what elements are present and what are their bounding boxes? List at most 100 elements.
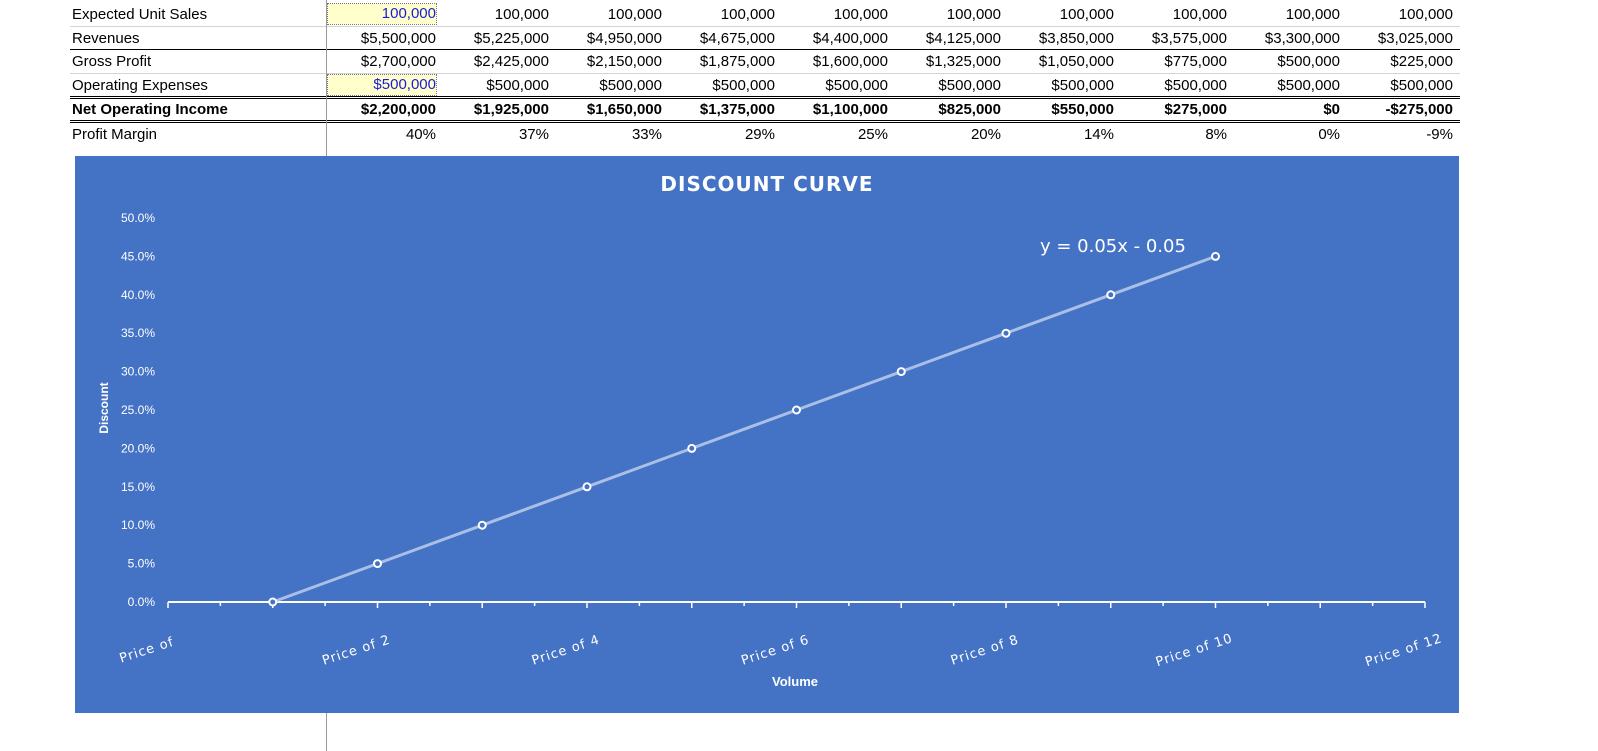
table-cell[interactable]: $275,000: [1164, 101, 1227, 118]
trendline-equation: y = 0.05x - 0.05: [1040, 236, 1186, 257]
table-cell[interactable]: -$275,000: [1385, 101, 1453, 118]
table-cell[interactable]: 100,000: [833, 6, 888, 23]
table-cell[interactable]: $4,125,000: [925, 30, 1001, 47]
y-tick-label: 5.0%: [128, 557, 156, 571]
table-cell[interactable]: $2,150,000: [586, 53, 662, 70]
table-cell[interactable]: $3,850,000: [1038, 30, 1114, 47]
table-cell[interactable]: $3,575,000: [1151, 30, 1227, 47]
table-cell[interactable]: $500,000: [1277, 77, 1340, 94]
x-tick-label: Price of: [118, 635, 176, 667]
table-cell[interactable]: $5,500,000: [360, 30, 436, 47]
data-point: [687, 443, 697, 453]
row-label[interactable]: Revenues: [72, 30, 140, 47]
data-point: [1211, 251, 1220, 261]
table-cell[interactable]: $1,600,000: [812, 53, 888, 70]
table-row: Expected Unit Sales 100,000 100,000 100,000…: [70, 3, 1460, 26]
table-cell[interactable]: $500,000: [1390, 77, 1453, 94]
table-cell[interactable]: $550,000: [1051, 101, 1114, 118]
table-cell[interactable]: $500,000: [712, 77, 775, 94]
x-tick-label: Price of 2: [320, 633, 392, 669]
data-point: [477, 520, 487, 530]
y-tick-label: 40.0%: [121, 288, 155, 302]
table-cell[interactable]: $500,000: [1051, 77, 1114, 94]
table-cell[interactable]: $1,100,000: [812, 101, 888, 118]
table-row: Profit Margin 40% 37% 33% 29% 25% 20% 14% 8% 0% -9…: [70, 123, 1460, 146]
table-cell[interactable]: 100,000: [720, 6, 775, 23]
y-tick-label: 35.0%: [121, 326, 155, 340]
table-cell[interactable]: $4,675,000: [699, 30, 775, 47]
table-cell[interactable]: $1,375,000: [699, 101, 775, 118]
table-cell[interactable]: 100,000: [494, 6, 549, 23]
table-cell[interactable]: $1,325,000: [925, 53, 1001, 70]
table-cell[interactable]: $825,000: [938, 101, 1001, 118]
table-cell[interactable]: -9%: [1426, 126, 1453, 143]
table-cell[interactable]: 100,000: [327, 3, 437, 25]
y-tick-label: 10.0%: [121, 518, 155, 532]
table-cell[interactable]: 40%: [405, 126, 436, 143]
table-cell[interactable]: $3,300,000: [1264, 30, 1340, 47]
table-cell[interactable]: $1,050,000: [1038, 53, 1114, 70]
table-cell[interactable]: $2,200,000: [360, 101, 436, 118]
row-border: [70, 49, 1460, 50]
table-cell[interactable]: 100,000: [946, 6, 1001, 23]
table-cell[interactable]: $4,400,000: [812, 30, 888, 47]
table-cell[interactable]: $500,000: [1277, 53, 1340, 70]
table-cell[interactable]: $500,000: [938, 77, 1001, 94]
table-cell[interactable]: 14%: [1083, 126, 1114, 143]
table-row: Operating Expenses $500,000 $500,000 $500,0…: [70, 74, 1460, 97]
table-cell[interactable]: $225,000: [1390, 53, 1453, 70]
table-cell[interactable]: $0: [1323, 101, 1340, 118]
table-cell[interactable]: $500,000: [1164, 77, 1227, 94]
spreadsheet: Expected Unit Sales 100,000 100,000 100,000…: [0, 0, 1598, 160]
row-label[interactable]: Gross Profit: [72, 53, 152, 70]
table-cell[interactable]: 100,000: [1285, 6, 1340, 23]
chart-plot: 0.0% 5.0% 10.0% 15.0% 20.0% 25.0% 30.0% 35.0% 40…: [118, 211, 1445, 670]
row-label[interactable]: Profit Margin: [72, 126, 158, 143]
y-tick-label: 45.0%: [121, 249, 155, 263]
table-cell[interactable]: 100,000: [607, 6, 662, 23]
table-cell[interactable]: $4,950,000: [586, 30, 662, 47]
table-cell[interactable]: 0%: [1318, 126, 1340, 143]
table-cell[interactable]: 100,000: [1172, 6, 1227, 23]
series-line: [272, 254, 1217, 604]
data-point: [582, 482, 592, 492]
table-cell[interactable]: $500,000: [599, 77, 662, 94]
table-cell[interactable]: 100,000: [1059, 6, 1114, 23]
discount-curve-chart[interactable]: DISCOUNT CURVE Discount Volume y = 0.05x…: [75, 156, 1459, 713]
table-cell[interactable]: $1,650,000: [586, 101, 662, 118]
y-tick-label: 30.0%: [121, 365, 155, 379]
table-cell[interactable]: $775,000: [1164, 53, 1227, 70]
table-row: Gross Profit $2,700,000 $2,425,000 $2,150,0…: [70, 50, 1460, 73]
y-tick-label: 50.0%: [121, 211, 155, 225]
table-cell[interactable]: $500,000: [825, 77, 888, 94]
y-tick-label: 15.0%: [121, 480, 155, 494]
table-cell[interactable]: 20%: [970, 126, 1001, 143]
x-tick-label: Price of 4: [530, 633, 602, 669]
table-row: Net Operating Income $2,200,000 $1,925,000…: [70, 98, 1460, 121]
table-cell[interactable]: 29%: [744, 126, 775, 143]
y-tick-label: 20.0%: [121, 441, 155, 455]
table-cell[interactable]: 33%: [631, 126, 662, 143]
data-point: [896, 367, 906, 377]
row-label[interactable]: Expected Unit Sales: [72, 6, 208, 23]
row-label[interactable]: Net Operating Income: [72, 101, 228, 118]
table-cell[interactable]: $5,225,000: [473, 30, 549, 47]
data-point: [268, 597, 278, 607]
x-tick-label: Price of 8: [949, 633, 1021, 669]
table-cell[interactable]: $3,025,000: [1377, 30, 1453, 47]
table-cell[interactable]: 25%: [857, 126, 888, 143]
row-border: [70, 96, 1460, 99]
table-cell[interactable]: 100,000: [1398, 6, 1453, 23]
table-cell[interactable]: $1,875,000: [699, 53, 775, 70]
table-cell[interactable]: $500,000: [486, 77, 549, 94]
table-cell[interactable]: 8%: [1205, 126, 1227, 143]
row-label[interactable]: Operating Expenses: [72, 77, 208, 94]
table-cell[interactable]: $2,700,000: [360, 53, 436, 70]
table-cell[interactable]: $500,000: [327, 74, 437, 96]
table-cell[interactable]: $2,425,000: [473, 53, 549, 70]
table-cell[interactable]: 37%: [518, 126, 549, 143]
table-cell[interactable]: $1,925,000: [473, 101, 549, 118]
data-point: [1001, 328, 1011, 338]
x-axis-label: Volume: [772, 674, 818, 689]
chart-title: DISCOUNT CURVE: [660, 172, 874, 196]
